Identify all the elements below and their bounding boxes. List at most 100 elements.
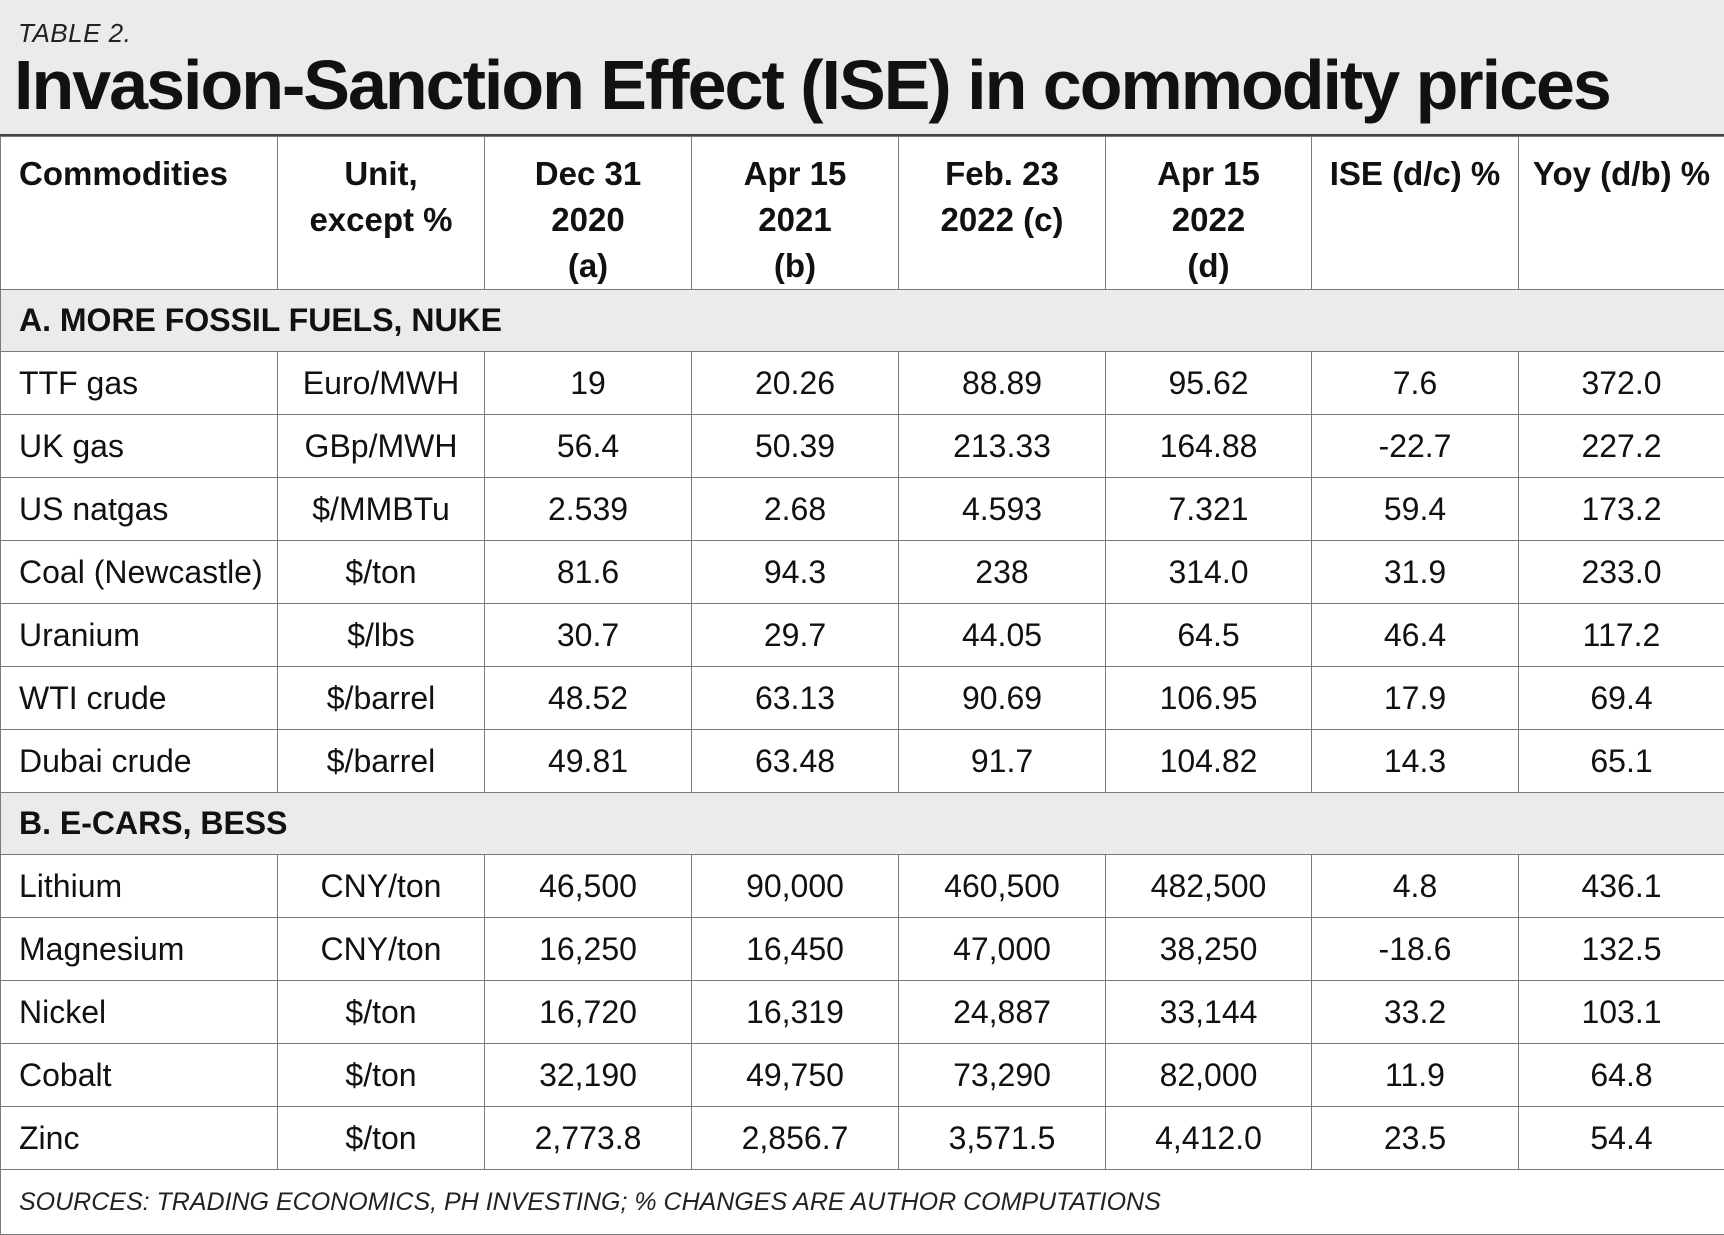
commodity-name-cell: Uranium (1, 604, 278, 667)
column-header-line: ISE (d/c) % (1324, 151, 1506, 197)
table-cell: 29.7 (692, 604, 899, 667)
table-cell: $/barrel (278, 730, 485, 793)
table-cell: CNY/ton (278, 918, 485, 981)
commodity-name-cell: TTF gas (1, 352, 278, 415)
table-cell: 4,412.0 (1106, 1107, 1312, 1170)
table-cell: 3,571.5 (899, 1107, 1106, 1170)
table-cell: 73,290 (899, 1044, 1106, 1107)
section-title: A. MORE FOSSIL FUELS, NUKE (1, 290, 1724, 352)
table-cell: 81.6 (485, 541, 692, 604)
table-cell: 46,500 (485, 855, 692, 918)
table-cell: 90,000 (692, 855, 899, 918)
table-title: Invasion-Sanction Effect (ISE) in commod… (14, 50, 1610, 120)
table-cell: 16,250 (485, 918, 692, 981)
table-cell: 11.9 (1312, 1044, 1519, 1107)
table-cell: 64.5 (1106, 604, 1312, 667)
column-header-line: (a) (497, 243, 679, 289)
table-cell: 117.2 (1519, 604, 1724, 667)
table-cell: 47,000 (899, 918, 1106, 981)
table-figure: TABLE 2. Invasion-Sanction Effect (ISE) … (0, 0, 1724, 1200)
table-cell: 14.3 (1312, 730, 1519, 793)
table-cell: 132.5 (1519, 918, 1724, 981)
table-cell: 63.48 (692, 730, 899, 793)
table-cell: 2,856.7 (692, 1107, 899, 1170)
table-cell: 94.3 (692, 541, 899, 604)
table-cell: 56.4 (485, 415, 692, 478)
table-cell: 30.7 (485, 604, 692, 667)
table-cell: $/ton (278, 981, 485, 1044)
table-cell: 372.0 (1519, 352, 1724, 415)
table-cell: 2.68 (692, 478, 899, 541)
table-cell: 2.539 (485, 478, 692, 541)
table-cell: 16,720 (485, 981, 692, 1044)
table-cell: 238 (899, 541, 1106, 604)
table-cell: 95.62 (1106, 352, 1312, 415)
column-header-line: Feb. 23 (911, 151, 1093, 197)
table-cell: $/barrel (278, 667, 485, 730)
column-header: Apr 15 2021(b) (692, 137, 899, 290)
column-header-line: Apr 15 2022 (1118, 151, 1299, 243)
column-header-line: Commodities (19, 151, 265, 197)
table-cell: 164.88 (1106, 415, 1312, 478)
column-header: Apr 15 2022(d) (1106, 137, 1312, 290)
table-cell: 65.1 (1519, 730, 1724, 793)
table-cell: 19 (485, 352, 692, 415)
section-header-row: A. MORE FOSSIL FUELS, NUKE (1, 290, 1724, 352)
table-cell: 106.95 (1106, 667, 1312, 730)
column-header: Dec 31 2020(a) (485, 137, 692, 290)
table-cell: 64.8 (1519, 1044, 1724, 1107)
commodity-name-cell: Zinc (1, 1107, 278, 1170)
column-header: Commodities (1, 137, 278, 290)
commodity-name-cell: Lithium (1, 855, 278, 918)
table-cell: 46.4 (1312, 604, 1519, 667)
section-title: B. E-CARS, BESS (1, 793, 1724, 855)
table-cell: 49,750 (692, 1044, 899, 1107)
table-cell: 38,250 (1106, 918, 1312, 981)
table-cell: 90.69 (899, 667, 1106, 730)
commodity-name-cell: Nickel (1, 981, 278, 1044)
table-cell: 20.26 (692, 352, 899, 415)
table-cell: 63.13 (692, 667, 899, 730)
column-header-line: Unit, (290, 151, 472, 197)
table-cell: 7.321 (1106, 478, 1312, 541)
table-cell: 91.7 (899, 730, 1106, 793)
table-cell: 213.33 (899, 415, 1106, 478)
table-cell: 17.9 (1312, 667, 1519, 730)
table-cell: $/ton (278, 541, 485, 604)
table-cell: -18.6 (1312, 918, 1519, 981)
commodity-name-cell: UK gas (1, 415, 278, 478)
table-cell: 482,500 (1106, 855, 1312, 918)
table-cell: 31.9 (1312, 541, 1519, 604)
table-cell: 88.89 (899, 352, 1106, 415)
commodity-name-cell: WTI crude (1, 667, 278, 730)
table-cell: $/ton (278, 1044, 485, 1107)
table-cell: 24,887 (899, 981, 1106, 1044)
column-header-line: except % (290, 197, 472, 243)
table-cell: 50.39 (692, 415, 899, 478)
table-cell: 7.6 (1312, 352, 1519, 415)
column-header-line: Dec 31 2020 (497, 151, 679, 243)
column-header: Yoy (d/b) % (1519, 137, 1724, 290)
column-header-line: Yoy (d/b) % (1531, 151, 1712, 197)
commodity-name-cell: Magnesium (1, 918, 278, 981)
table-cell: 233.0 (1519, 541, 1724, 604)
table-cell: 104.82 (1106, 730, 1312, 793)
column-header-line: (d) (1118, 243, 1299, 289)
table-cell: 59.4 (1312, 478, 1519, 541)
table-cell: 227.2 (1519, 415, 1724, 478)
commodity-name-cell: Cobalt (1, 1044, 278, 1107)
table-cell: 4.8 (1312, 855, 1519, 918)
table-cell: 23.5 (1312, 1107, 1519, 1170)
source-note: SOURCES: TRADING ECONOMICS, PH INVESTING… (1, 1170, 1724, 1235)
